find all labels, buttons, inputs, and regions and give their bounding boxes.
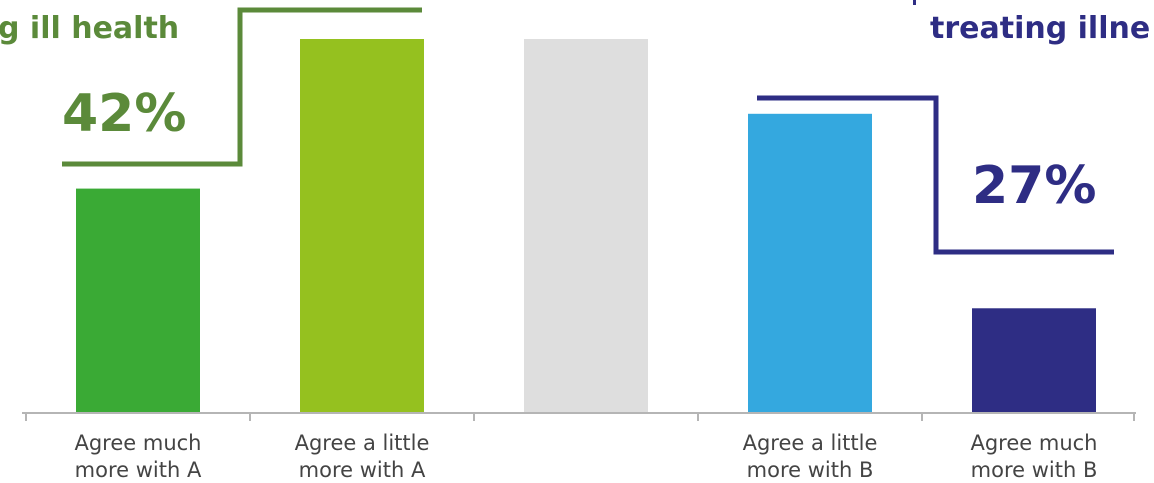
bar-5: [972, 308, 1096, 413]
bar-4: [748, 113, 872, 414]
bar-2: [300, 39, 424, 413]
x-axis-labels: Agree much more with A Agree a little more …: [74, 431, 1097, 482]
x-axis-ticks: [25, 413, 1135, 421]
left-group-percent: 42%: [62, 84, 186, 144]
right-group-accent: [913, 0, 916, 5]
bar-1: [76, 188, 200, 413]
right-group-percent: 27%: [972, 156, 1096, 216]
left-group-bracket: [62, 7, 422, 167]
x-tick-label-2: Agree a little more with A: [295, 431, 430, 482]
right-group-label: treating illne: [930, 11, 1150, 46]
x-tick-label-4: Agree a little more with B: [743, 431, 878, 482]
left-group-label: g ill health: [0, 11, 179, 46]
x-tick-label-5: Agree much more with B: [970, 431, 1097, 482]
bar-3: [524, 39, 648, 413]
bars-group: [76, 39, 1096, 414]
x-tick-label-1: Agree much more with A: [74, 431, 201, 482]
right-group-bracket: [757, 95, 1114, 255]
